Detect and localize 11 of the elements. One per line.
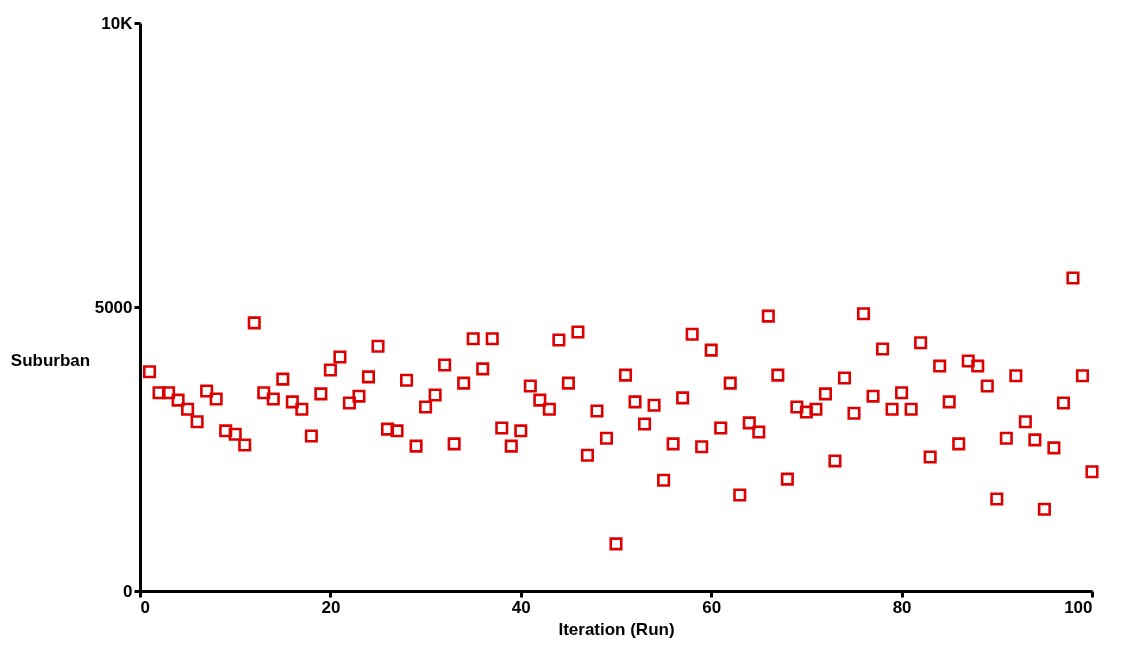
y-axis-title: Suburban	[10, 350, 91, 370]
x-tick-label: 20	[321, 597, 341, 617]
x-axis-title: Iteration (Run)	[558, 619, 675, 639]
x-tick-label: 80	[892, 597, 912, 617]
x-tick-label: 60	[702, 597, 722, 617]
y-tick-label: 5000	[94, 297, 133, 317]
y-tick-label: 10K	[101, 13, 134, 33]
x-tick-label: 40	[511, 597, 531, 617]
y-tick-label: 0	[123, 581, 133, 601]
x-tick-label: 0	[140, 597, 150, 617]
x-tick-label: 100	[1064, 597, 1093, 617]
